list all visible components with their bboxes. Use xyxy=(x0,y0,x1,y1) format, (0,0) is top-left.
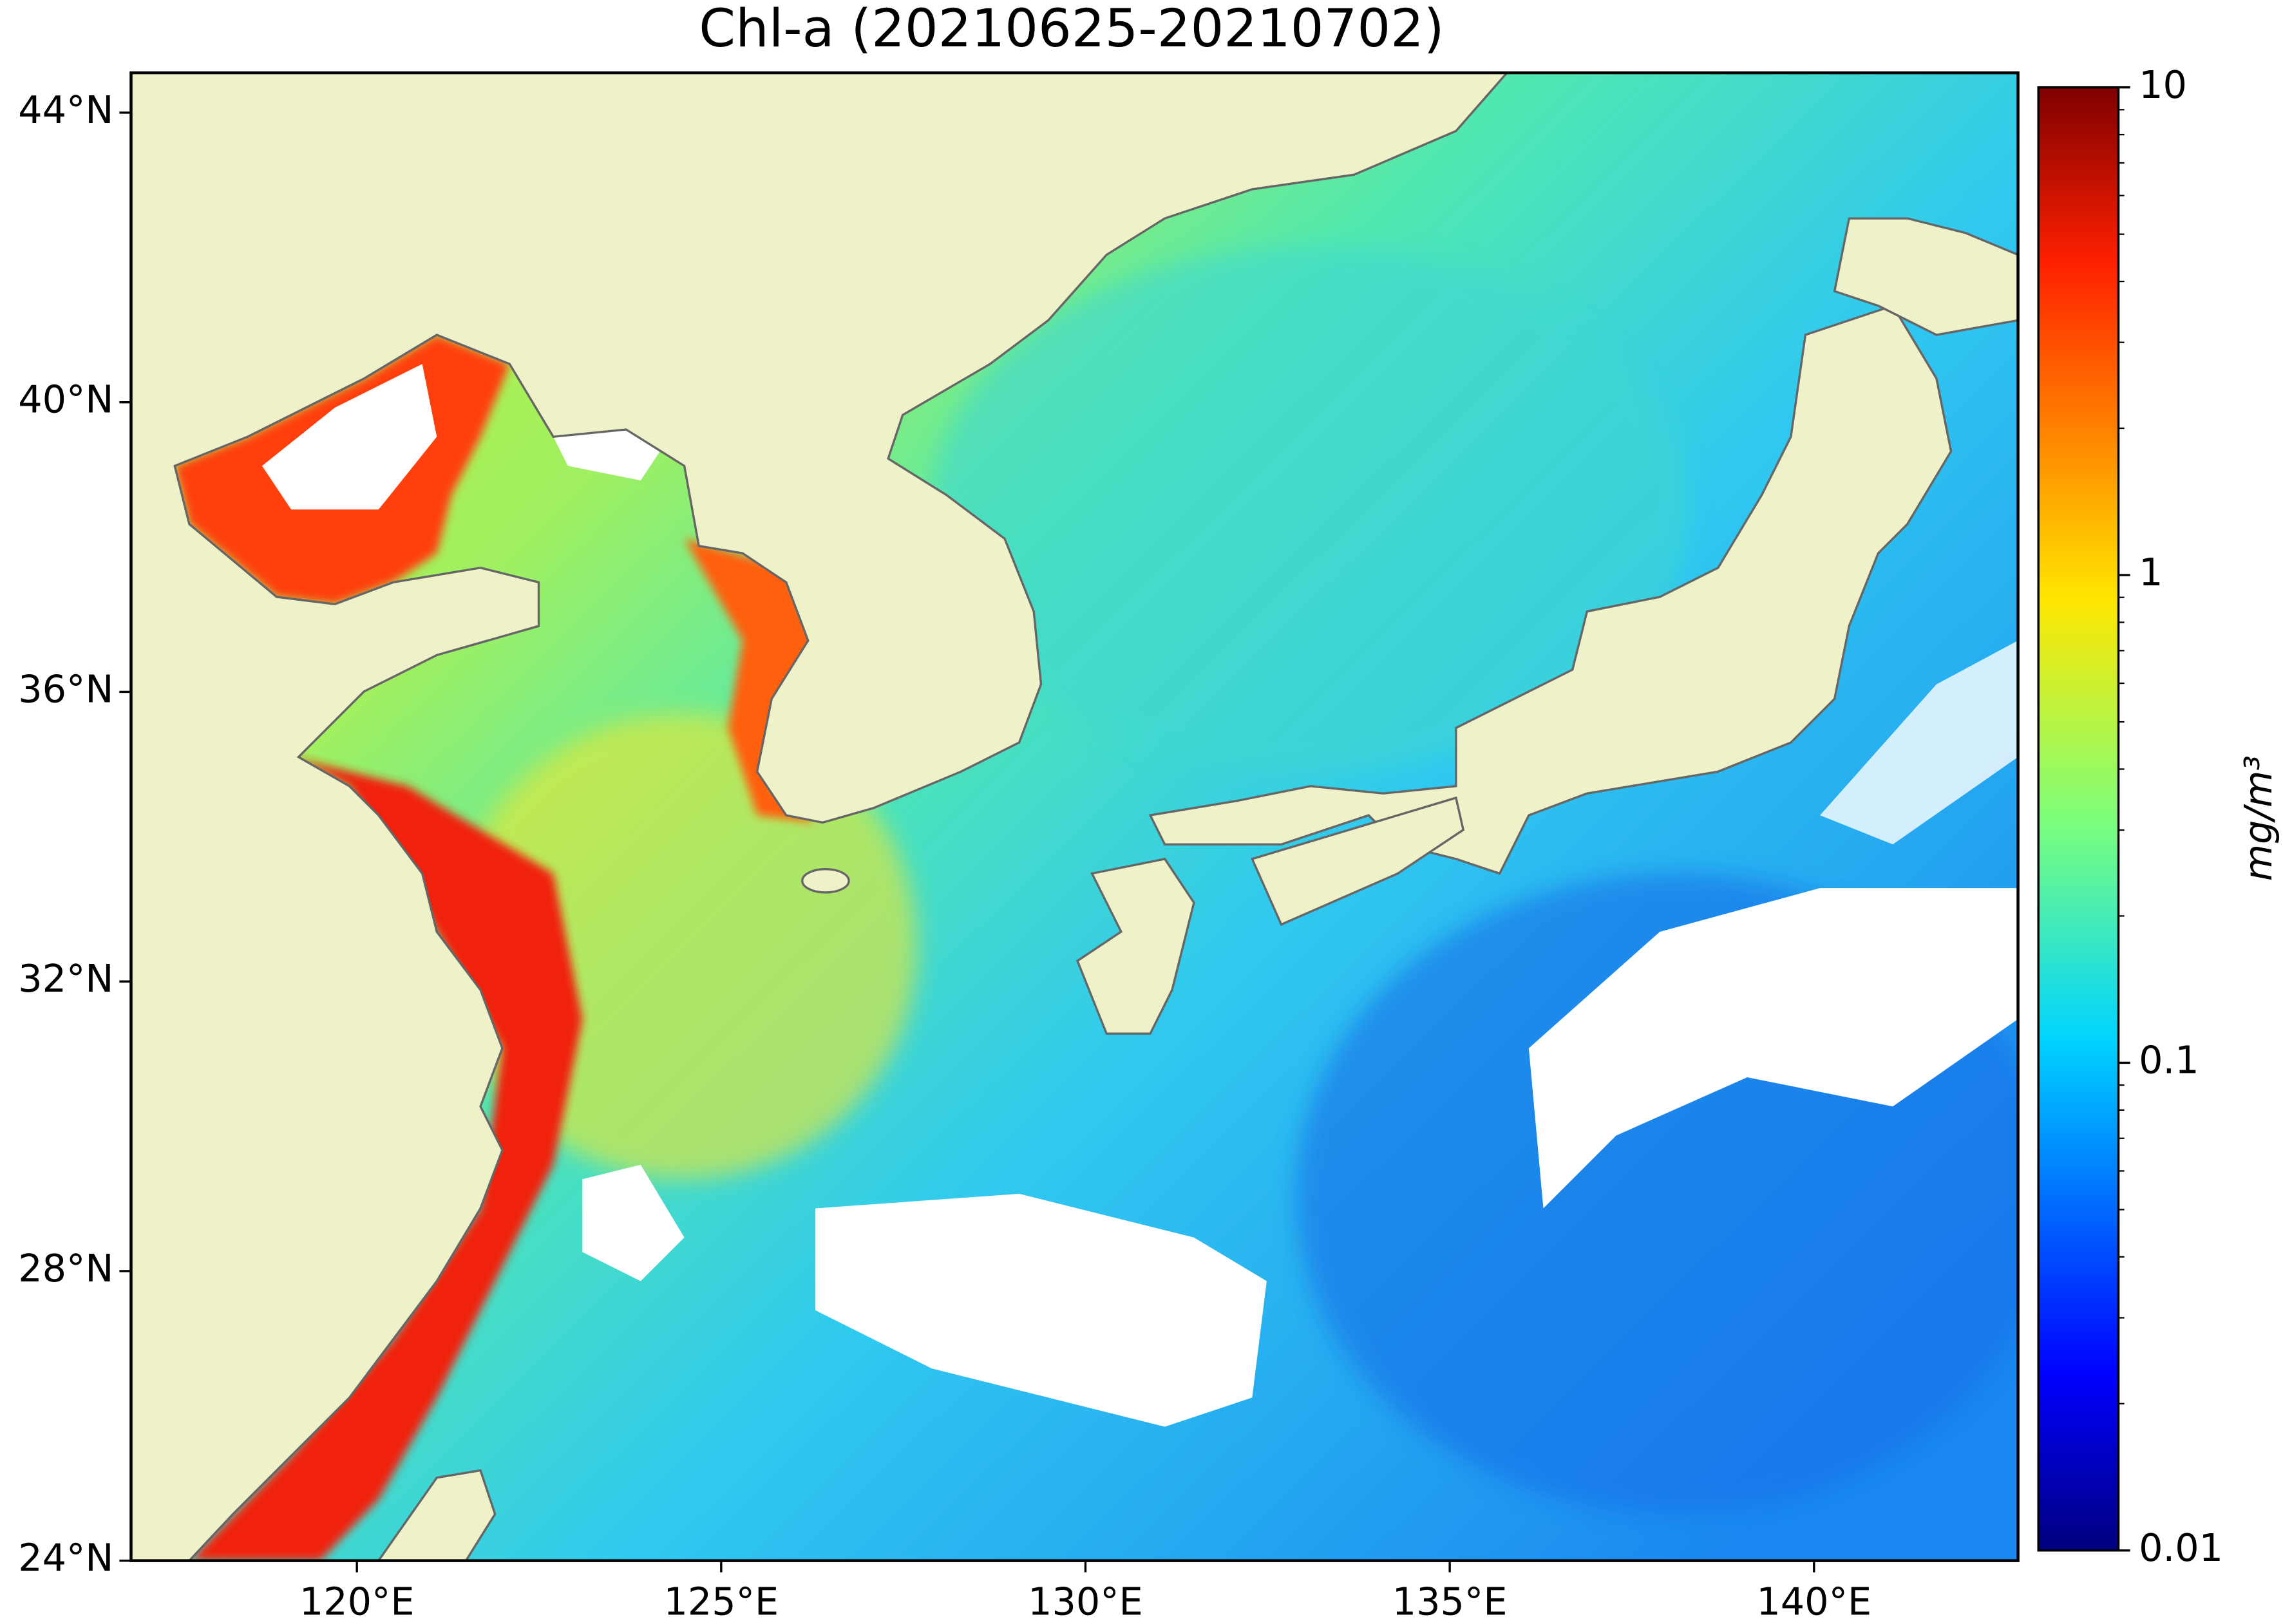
korea-coast-bloom xyxy=(684,538,816,823)
colorbar-tick-label: 0.1 xyxy=(2139,1038,2199,1082)
cloud xyxy=(261,364,437,510)
y-tick-label: 28°N xyxy=(18,1246,113,1290)
y-tick-label: 44°N xyxy=(18,88,113,132)
y-tick-label: 40°N xyxy=(18,377,113,422)
taiwan xyxy=(377,1469,497,1561)
colorbar-tick-label: 0.01 xyxy=(2139,1525,2223,1570)
cloud xyxy=(1820,640,2018,845)
x-tick-label: 120°E xyxy=(299,1580,415,1624)
cloud xyxy=(1528,888,2018,1209)
x-tick-label: 135°E xyxy=(1392,1580,1508,1624)
y-tick-label: 24°N xyxy=(18,1536,113,1580)
map-frame xyxy=(129,71,2020,1562)
x-tick-label: 140°E xyxy=(1756,1580,1871,1624)
cloud xyxy=(582,1164,685,1281)
colorbar-label: mg/m³ xyxy=(2236,755,2280,881)
kyushu xyxy=(1075,858,1195,1035)
honshu xyxy=(1148,304,1953,875)
asia-mainland xyxy=(131,73,1509,1561)
x-tick-label: 125°E xyxy=(663,1580,779,1624)
x-tick-label: 130°E xyxy=(1028,1580,1143,1624)
shikoku xyxy=(1250,796,1465,926)
y-tick-label: 32°N xyxy=(18,956,113,1001)
map-area xyxy=(131,73,2018,1561)
y-tick-label: 36°N xyxy=(18,667,113,712)
colorbar xyxy=(2037,86,2120,1552)
hokkaido xyxy=(1833,217,2018,336)
colorbar-tick-label: 1 xyxy=(2139,550,2163,594)
cloud xyxy=(815,1193,1267,1427)
clouds xyxy=(261,364,2018,1427)
sea-of-japan xyxy=(931,247,1689,772)
title: Chl-a (20210625-20210702) xyxy=(699,0,1444,59)
jeju xyxy=(801,868,850,894)
colorbar-tick-label: 10 xyxy=(2139,62,2187,107)
coastal-bloom xyxy=(189,757,583,1561)
land xyxy=(131,73,2018,1561)
